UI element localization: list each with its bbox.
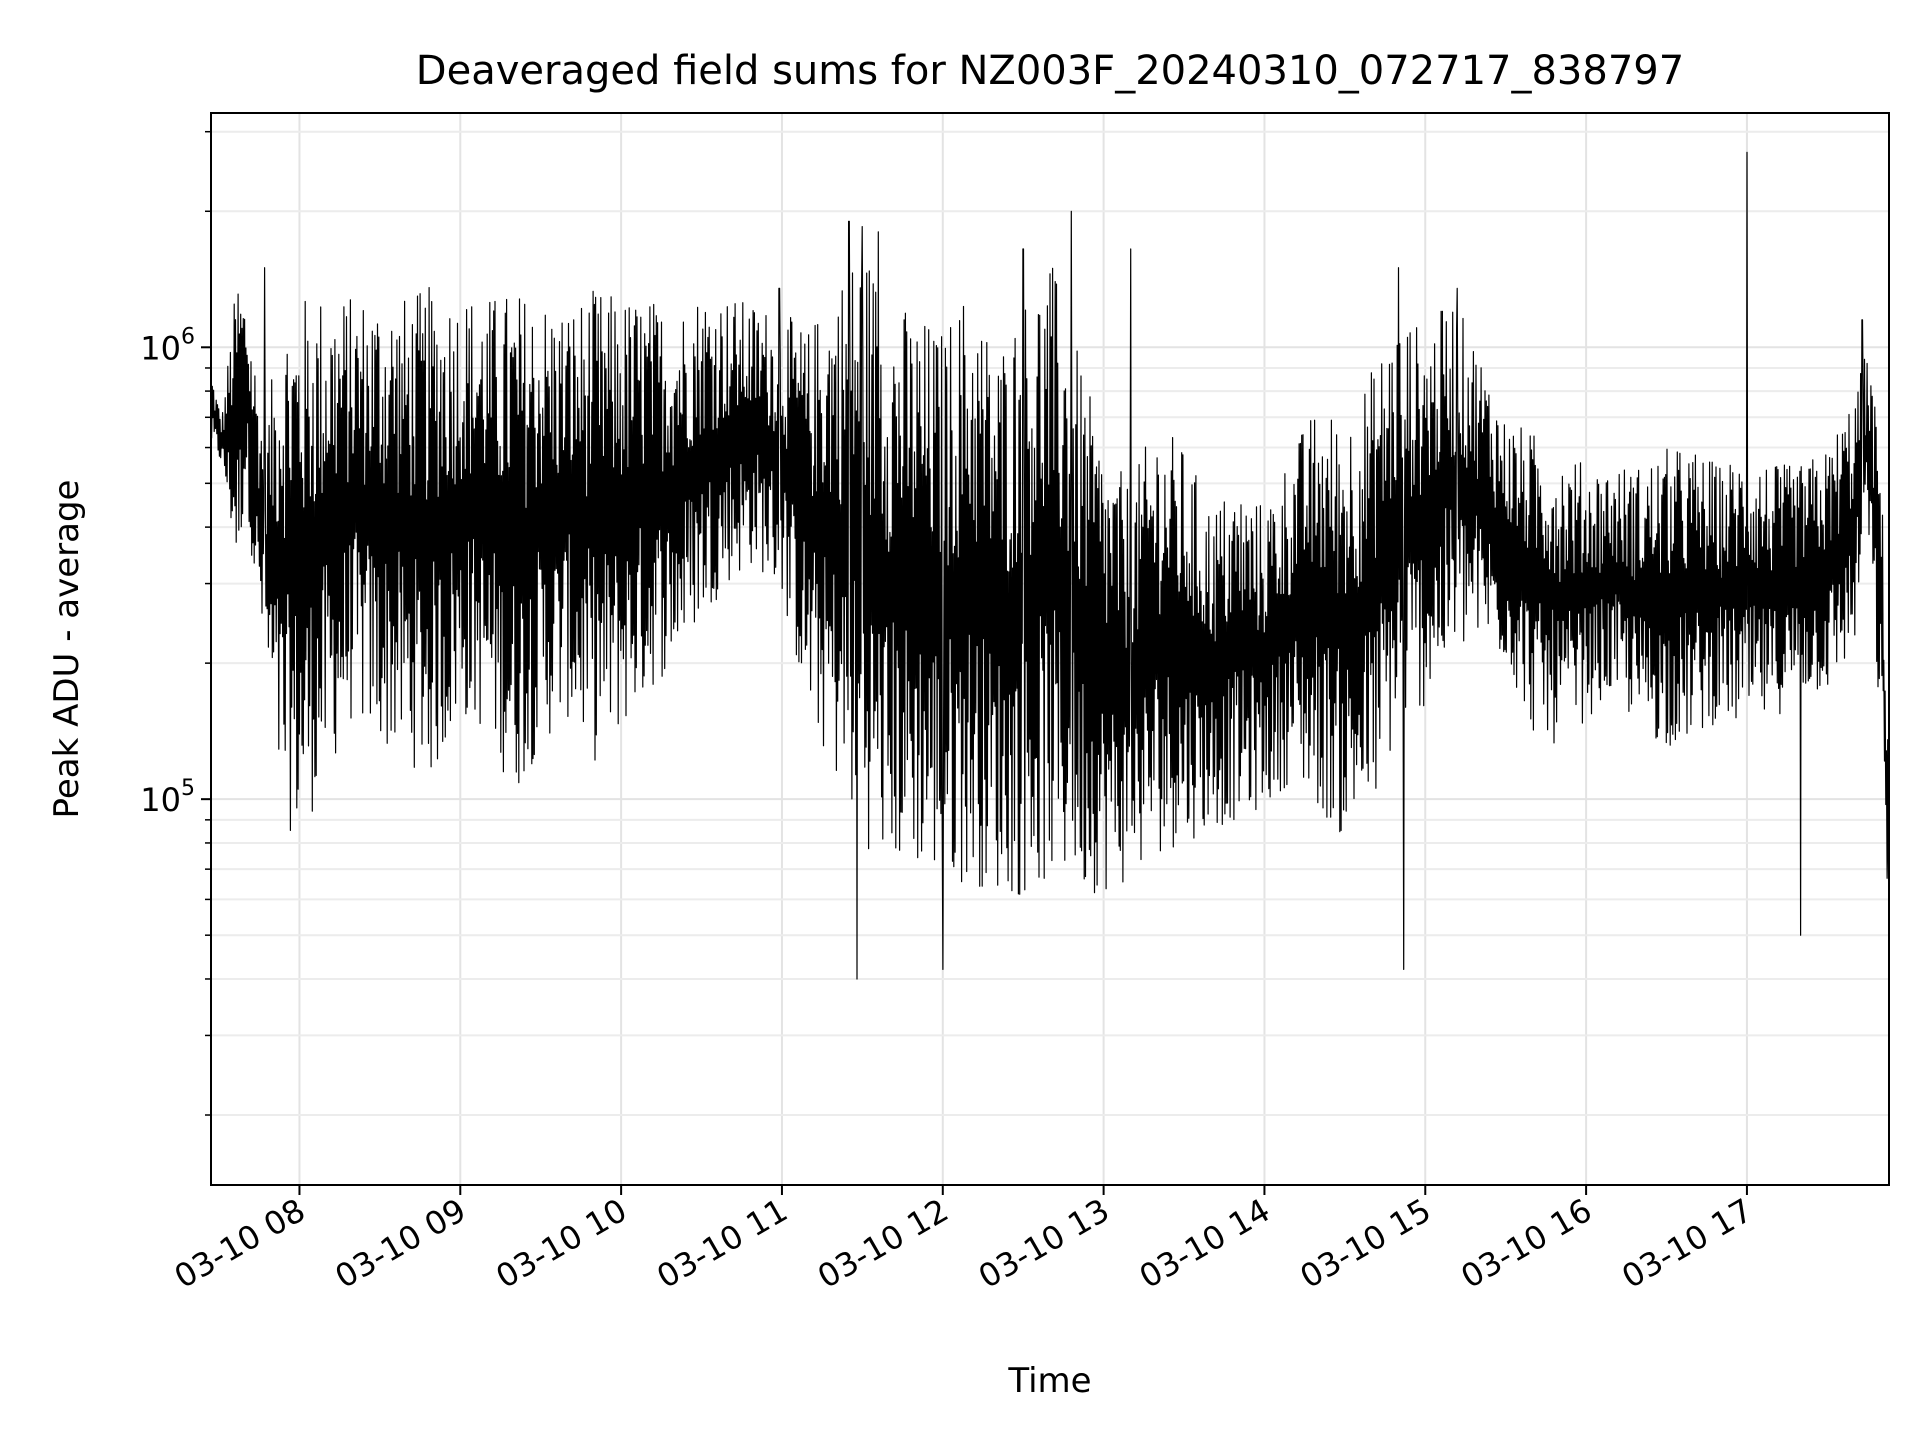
- y-tick-label: 106: [140, 324, 195, 367]
- y-axis: 105 106: [140, 130, 211, 1116]
- x-axis-label: Time: [1007, 1361, 1091, 1401]
- series-line: [210, 151, 1890, 980]
- y-axis-label: Peak ADU - average: [47, 480, 87, 819]
- series-layer: [210, 151, 1890, 980]
- chart-title: Deaveraged field sums for NZ003F_2024031…: [416, 48, 1684, 94]
- plot-frame: [210, 112, 1890, 1186]
- y-tick-label: 105: [140, 776, 195, 819]
